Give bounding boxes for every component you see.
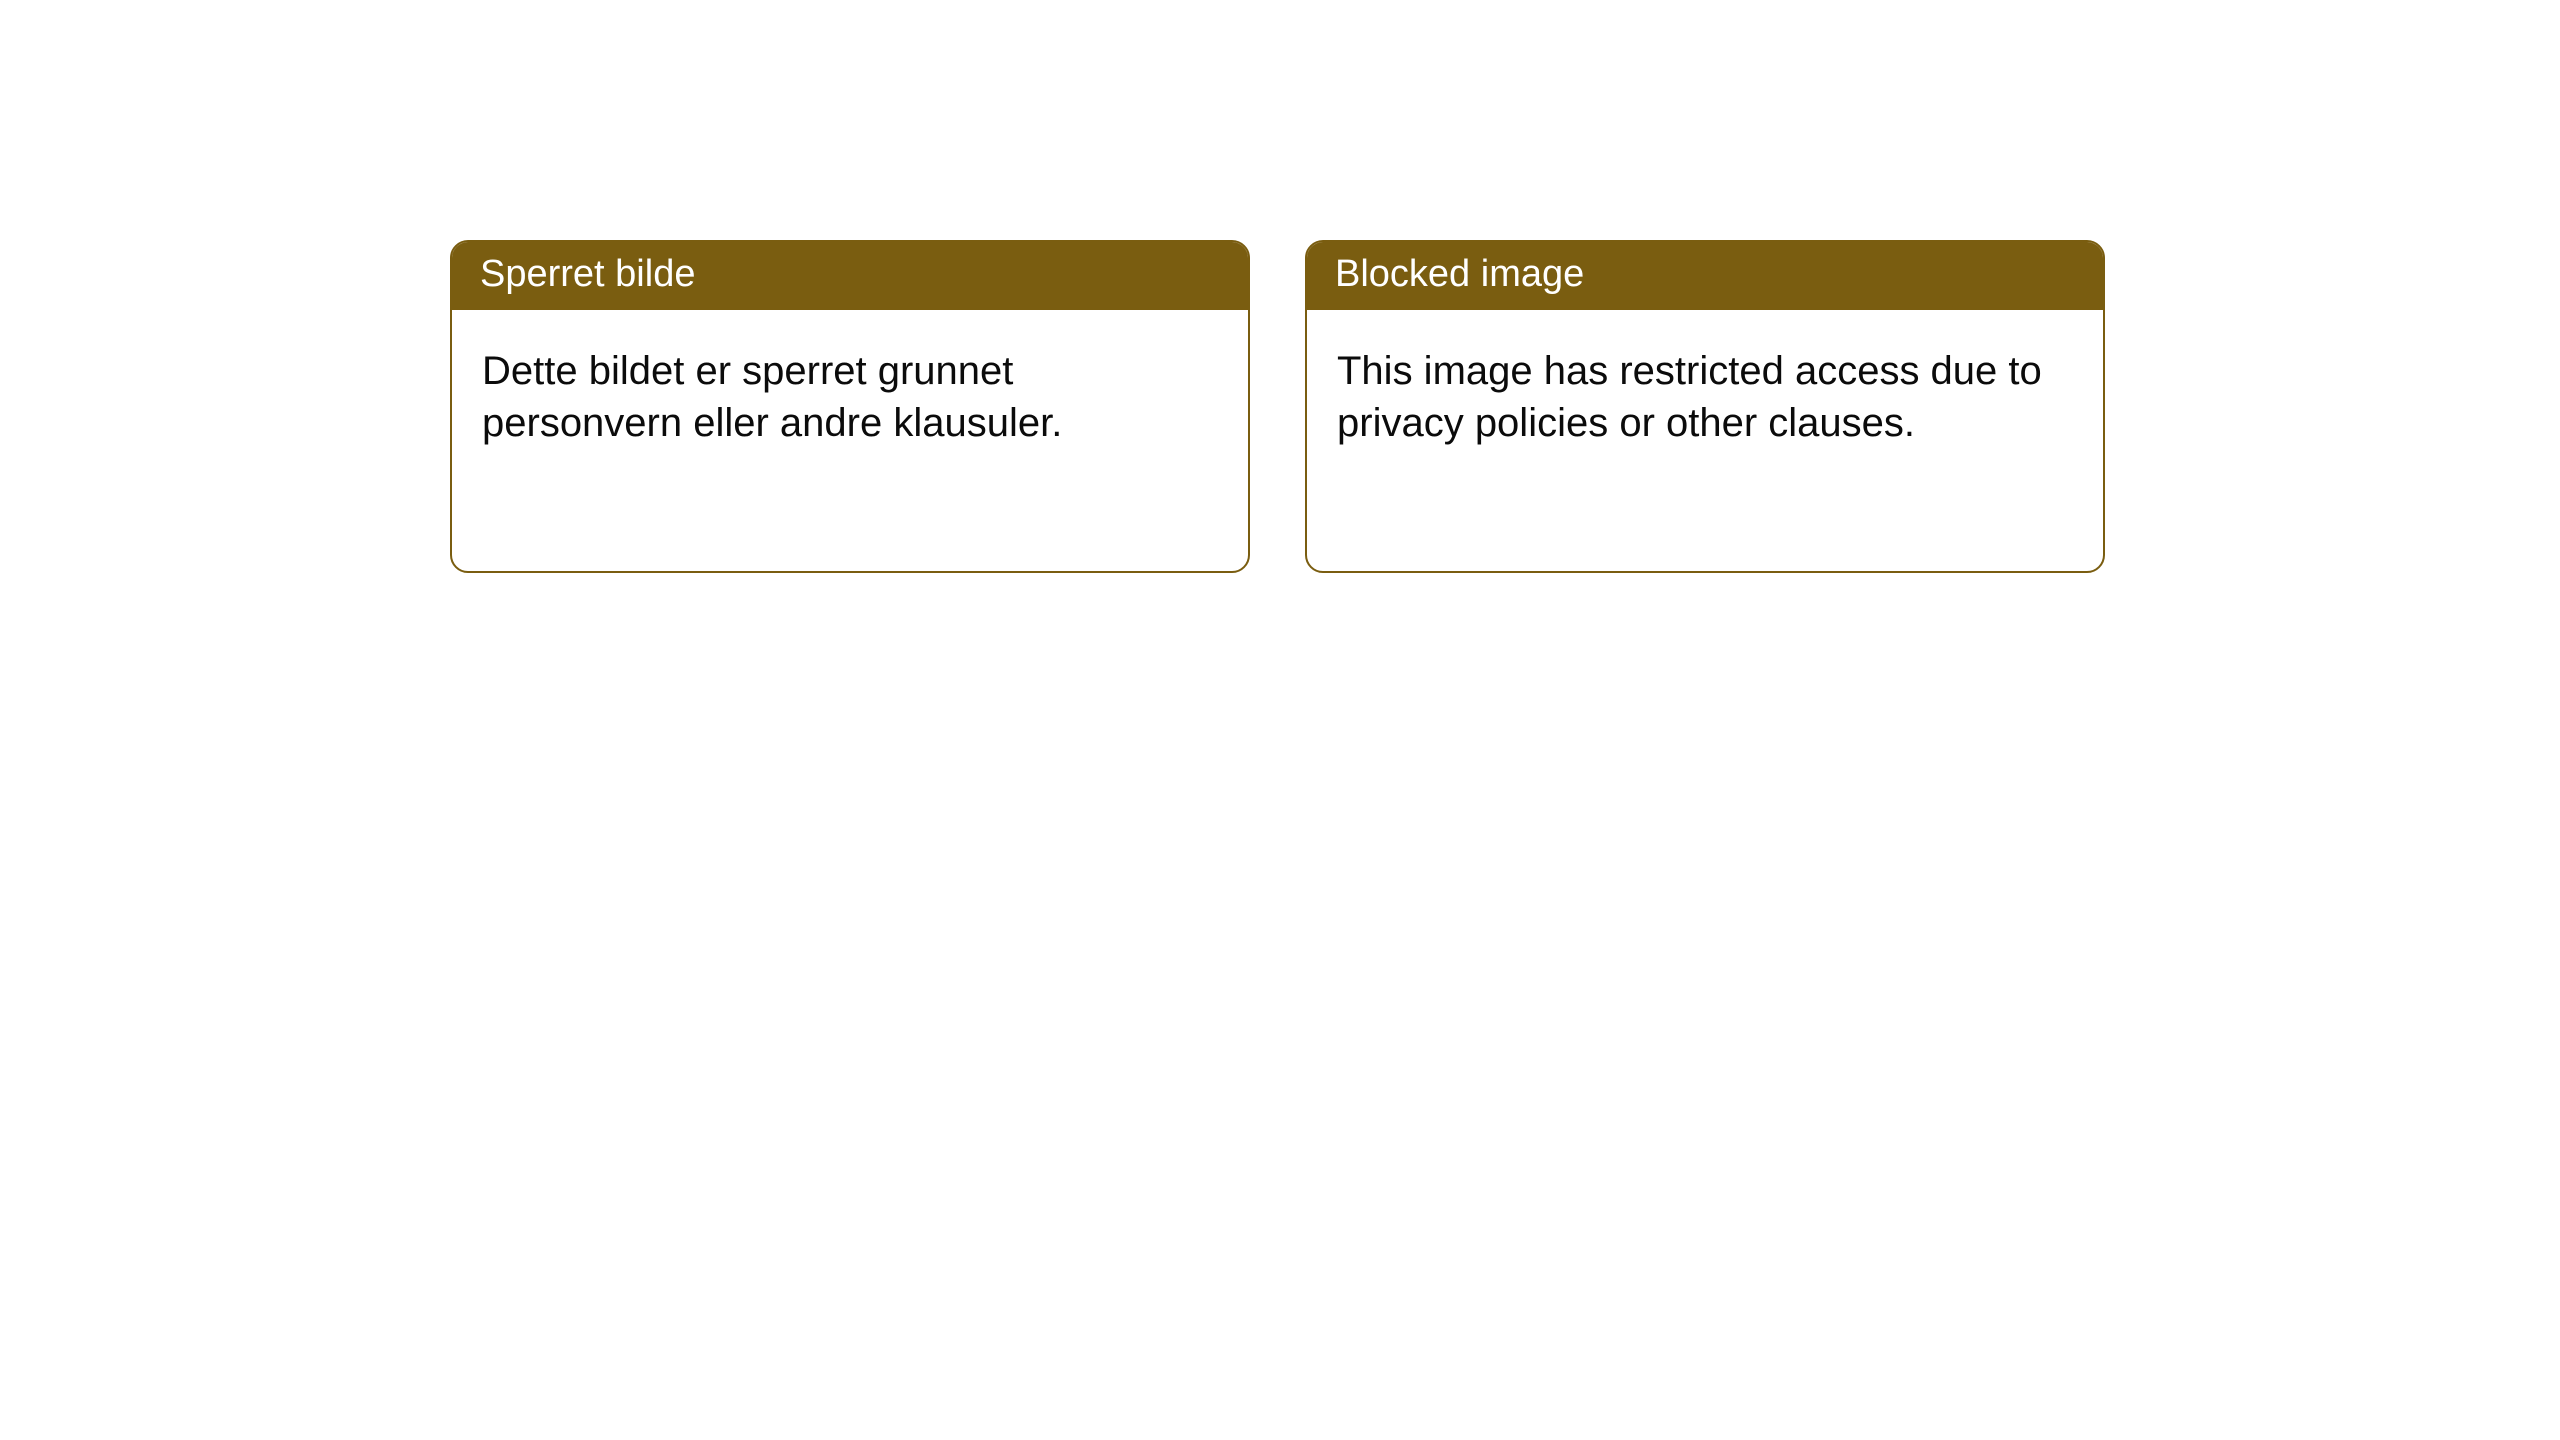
- notice-card-body: This image has restricted access due to …: [1307, 310, 2103, 484]
- notice-card-en: Blocked image This image has restricted …: [1305, 240, 2105, 573]
- notice-card-header: Sperret bilde: [452, 242, 1248, 310]
- notice-card-no: Sperret bilde Dette bildet er sperret gr…: [450, 240, 1250, 573]
- notice-cards-container: Sperret bilde Dette bildet er sperret gr…: [450, 240, 2105, 573]
- notice-card-header: Blocked image: [1307, 242, 2103, 310]
- notice-card-body: Dette bildet er sperret grunnet personve…: [452, 310, 1248, 484]
